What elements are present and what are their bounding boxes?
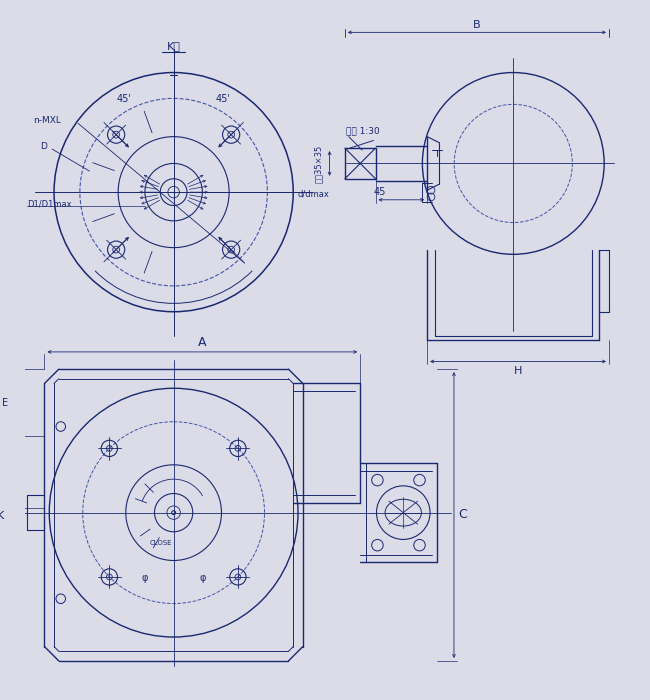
Text: C: C: [459, 508, 467, 521]
Text: H: H: [514, 366, 522, 376]
Text: E: E: [2, 398, 8, 407]
Text: K: K: [0, 510, 5, 521]
Text: A: A: [198, 336, 207, 349]
Text: 45': 45': [116, 94, 131, 104]
Text: φ: φ: [142, 573, 148, 582]
Text: d/dmax: d/dmax: [297, 190, 329, 199]
Text: 45: 45: [373, 187, 385, 197]
Text: 45': 45': [216, 94, 231, 104]
Text: 斜度 1:30: 斜度 1:30: [346, 127, 380, 135]
Text: 方头35×35: 方头35×35: [313, 144, 322, 183]
Text: K向: K向: [166, 41, 181, 52]
Text: B: B: [473, 20, 481, 29]
Text: φ: φ: [199, 573, 205, 582]
Text: n-MXL: n-MXL: [33, 116, 61, 125]
Text: CLOSE: CLOSE: [150, 540, 172, 546]
Text: D1/D1max: D1/D1max: [27, 199, 72, 208]
Text: D: D: [40, 141, 47, 150]
